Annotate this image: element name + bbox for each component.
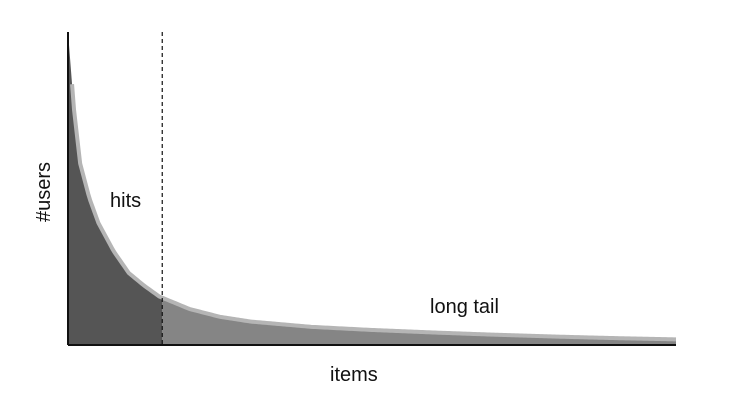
curve-edge-line bbox=[70, 84, 677, 342]
x-axis-title: items bbox=[330, 364, 378, 386]
hits-region bbox=[68, 32, 163, 345]
hits-label: hits bbox=[110, 190, 141, 212]
long-tail-label: long tail bbox=[430, 296, 499, 318]
y-axis-title: #users bbox=[33, 162, 55, 222]
long-tail-region bbox=[162, 297, 677, 345]
plot-area bbox=[67, 32, 677, 346]
